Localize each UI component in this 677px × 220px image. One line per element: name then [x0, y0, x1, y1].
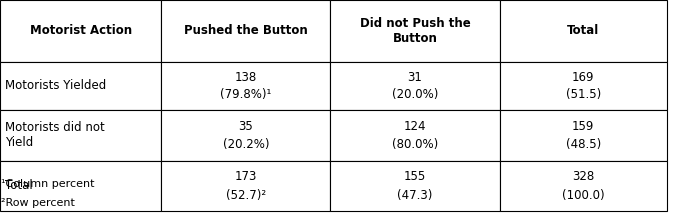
Text: (48.5): (48.5) — [565, 138, 601, 151]
Text: Motorist Action: Motorist Action — [30, 24, 131, 37]
Bar — [330, 0, 500, 62]
Text: 35: 35 — [238, 120, 253, 133]
Text: Pushed the Button: Pushed the Button — [184, 24, 307, 37]
Bar — [500, 110, 667, 161]
Bar — [330, 161, 500, 211]
Bar — [161, 62, 330, 110]
Text: (47.3): (47.3) — [397, 189, 433, 202]
Bar — [0, 110, 161, 161]
Text: 155: 155 — [404, 170, 426, 183]
Bar — [0, 62, 161, 110]
Text: Total: Total — [5, 179, 33, 192]
Text: Did not Push the
Button: Did not Push the Button — [359, 17, 471, 45]
Text: Motorists did not
Yield: Motorists did not Yield — [5, 121, 105, 149]
Bar — [500, 0, 667, 62]
Text: 138: 138 — [235, 71, 257, 84]
Text: 31: 31 — [408, 71, 422, 84]
Bar — [330, 62, 500, 110]
Text: (100.0): (100.0) — [562, 189, 605, 202]
Bar — [0, 161, 161, 211]
Text: (80.0%): (80.0%) — [392, 138, 438, 151]
Bar — [500, 161, 667, 211]
Text: 328: 328 — [572, 170, 594, 183]
Text: (51.5): (51.5) — [565, 88, 601, 101]
Text: 173: 173 — [234, 170, 257, 183]
Text: Motorists Yielded: Motorists Yielded — [5, 79, 107, 92]
Bar — [330, 110, 500, 161]
Text: ¹Column percent: ¹Column percent — [1, 179, 95, 189]
Text: 159: 159 — [572, 120, 594, 133]
Text: 124: 124 — [403, 120, 427, 133]
Bar — [161, 161, 330, 211]
Text: Total: Total — [567, 24, 599, 37]
Text: (20.2%): (20.2%) — [223, 138, 269, 151]
Bar — [500, 62, 667, 110]
Text: (20.0%): (20.0%) — [392, 88, 438, 101]
Bar — [161, 110, 330, 161]
Text: ²Row percent: ²Row percent — [1, 198, 75, 208]
Text: (79.8%)¹: (79.8%)¹ — [220, 88, 271, 101]
Text: (52.7)²: (52.7)² — [225, 189, 266, 202]
Text: 169: 169 — [572, 71, 594, 84]
Bar — [0, 0, 161, 62]
Bar — [161, 0, 330, 62]
